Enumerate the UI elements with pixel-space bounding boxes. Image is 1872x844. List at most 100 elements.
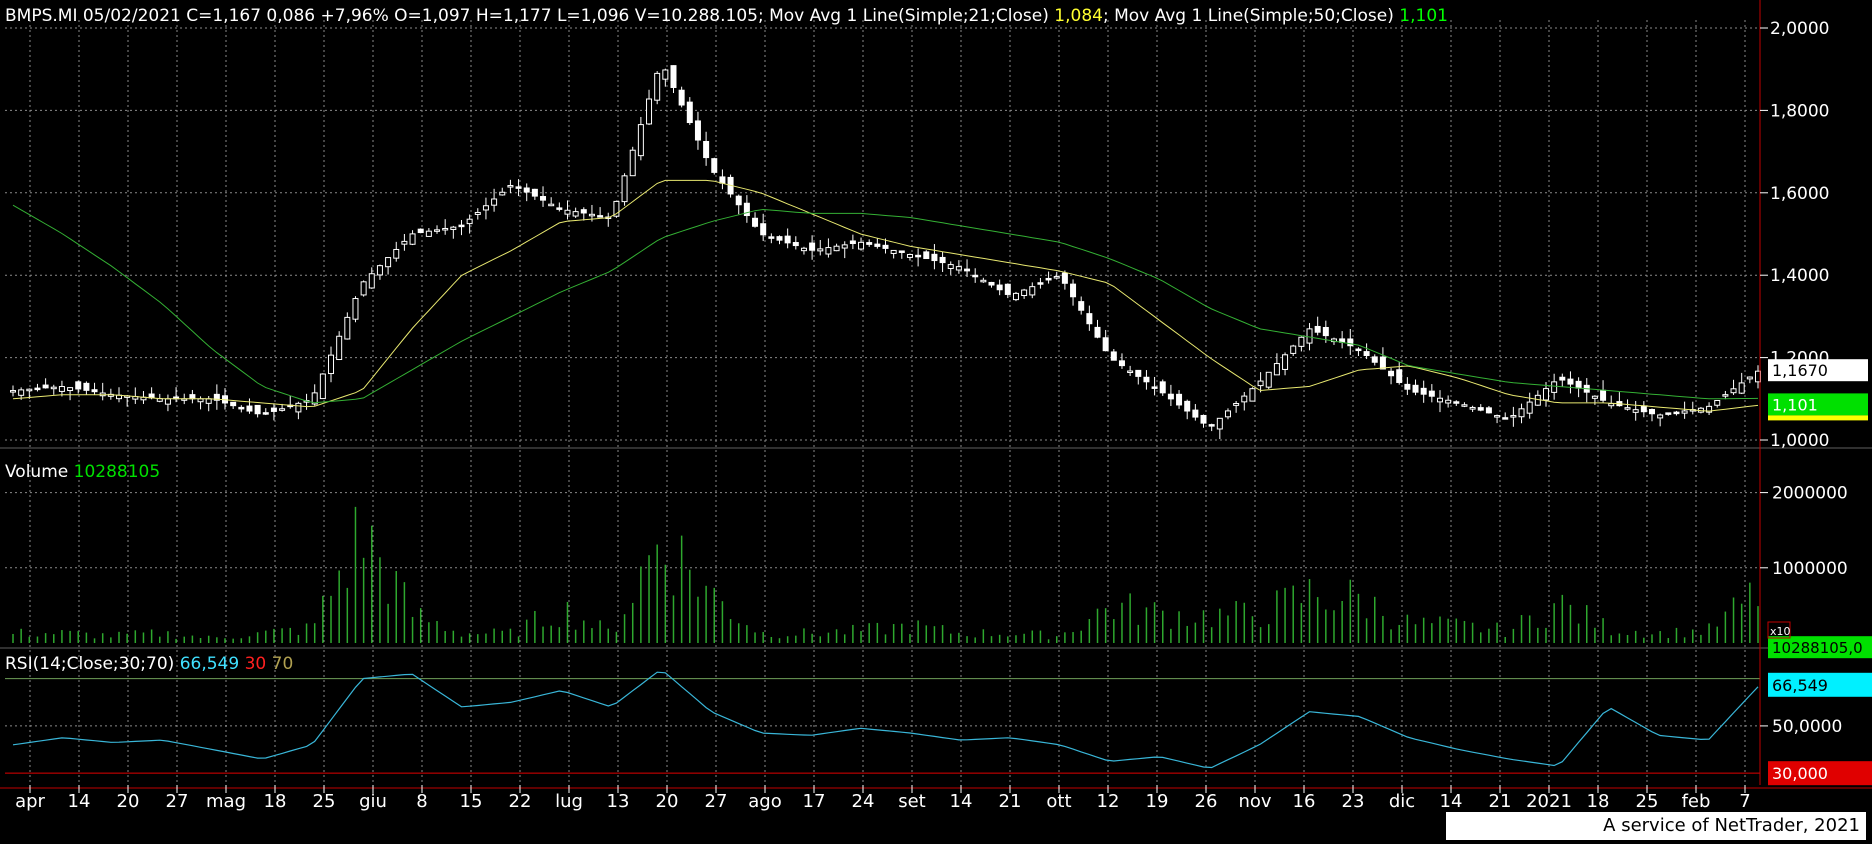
x-tick-label: 2021	[1526, 791, 1572, 812]
candle-body	[10, 390, 16, 393]
candle-body	[923, 251, 930, 260]
candle-body	[18, 389, 25, 396]
candle-body	[1404, 383, 1411, 390]
candle-body	[1379, 356, 1386, 370]
x-tick-label: 23	[1342, 791, 1365, 812]
candle-body	[1053, 276, 1060, 279]
candle-body	[254, 404, 261, 415]
x-tick-label: dic	[1389, 791, 1415, 812]
rsi-line	[12, 671, 1759, 769]
candle-body	[164, 398, 171, 405]
candle-body	[311, 392, 318, 405]
candle-body	[213, 393, 220, 401]
candle-body	[1290, 345, 1297, 354]
candle-body	[1706, 405, 1713, 413]
x-tick-label: 13	[607, 791, 630, 812]
candle-body	[507, 185, 514, 188]
candle-body	[996, 284, 1003, 291]
ma-badge-text: 1,101	[1772, 395, 1818, 414]
candle-body	[515, 186, 522, 189]
price-header-summary: BMPS.MI 05/02/2021 C=1,167 0,086 +7,96% …	[5, 6, 758, 26]
candle-body	[531, 188, 538, 197]
candle-body	[1608, 403, 1615, 407]
candle-body	[1746, 376, 1753, 380]
candle-body	[450, 226, 457, 230]
candle-body	[1029, 286, 1036, 296]
candle-body	[833, 245, 840, 252]
candle-body	[499, 191, 506, 196]
candle-body	[1192, 409, 1199, 418]
candle-body	[1445, 399, 1452, 404]
candle-body	[1265, 371, 1272, 388]
candle-body	[1094, 326, 1101, 338]
grid-lines	[0, 20, 1872, 785]
candle-body	[1012, 292, 1019, 301]
candle-body	[776, 236, 783, 241]
candle-body	[205, 398, 212, 404]
x-tick-label: 16	[1293, 791, 1316, 812]
candle-body	[1681, 410, 1688, 414]
candle-body	[1428, 390, 1435, 397]
candle-body	[964, 268, 971, 272]
x-tick-label: 14	[950, 791, 973, 812]
x-tick-label: 24	[852, 791, 875, 812]
candle-body	[947, 264, 954, 270]
rsi-label: RSI(14;Close;30;70)	[5, 654, 180, 674]
candle-body	[1208, 424, 1215, 427]
candle-body	[882, 244, 889, 249]
x-tick-label: 17	[803, 791, 826, 812]
x-tick-label: 18	[1587, 791, 1610, 812]
candle-body	[898, 250, 905, 253]
candle-body	[841, 244, 848, 249]
ma50-value: 1,101	[1399, 6, 1448, 26]
candle-body	[637, 124, 644, 157]
candle-body	[1640, 405, 1647, 413]
x-tick-label: 19	[1146, 791, 1169, 812]
candle-body	[189, 394, 196, 400]
x-tick-label: ago	[748, 791, 781, 812]
x-tick-label: ott	[1046, 791, 1071, 812]
candle-body	[955, 266, 962, 271]
ma21-line	[12, 179, 1759, 412]
x-tick-label: 18	[264, 791, 287, 812]
volume-badge	[1768, 636, 1872, 659]
candle-body	[743, 202, 750, 217]
price-tick-label: 1,6000	[1770, 184, 1829, 204]
ma-badge	[1768, 393, 1868, 416]
volume-label: Volume	[5, 462, 74, 482]
candle-body	[564, 209, 571, 215]
candle-body	[735, 195, 742, 206]
x-tick-label: 22	[509, 791, 532, 812]
x-tick-label: 21	[1489, 791, 1512, 812]
candle-body	[491, 198, 498, 206]
x-tick-label: 20	[117, 791, 140, 812]
x-tick-label: lug	[555, 791, 583, 812]
candle-body	[442, 227, 449, 231]
x-tick-label: 14	[1440, 791, 1463, 812]
volume-multiplier: x10	[1770, 625, 1791, 638]
price-tick-label: 1,4000	[1770, 266, 1829, 286]
candle-body	[784, 235, 791, 244]
candle-body	[540, 196, 547, 201]
candle-body	[1355, 348, 1362, 352]
candle-body	[646, 98, 653, 125]
candle-body	[1078, 301, 1085, 311]
candle-body	[1453, 401, 1460, 404]
ma21-label: ; Mov Avg 1 Line(Simple;21;Close)	[757, 6, 1055, 26]
candle-body	[1494, 415, 1501, 418]
candle-body	[34, 387, 41, 391]
candle-body	[1591, 395, 1598, 399]
candle-body	[1167, 393, 1174, 400]
x-tick-label: 8	[416, 791, 427, 812]
candle-body	[678, 89, 685, 106]
candle-body	[1363, 351, 1370, 357]
candle-body	[1118, 360, 1125, 367]
candle-body	[670, 65, 677, 88]
candle-body	[1021, 289, 1028, 297]
candle-body	[230, 401, 237, 407]
candle-body	[434, 229, 441, 232]
candle-body	[1559, 376, 1566, 381]
candle-body	[262, 412, 269, 415]
